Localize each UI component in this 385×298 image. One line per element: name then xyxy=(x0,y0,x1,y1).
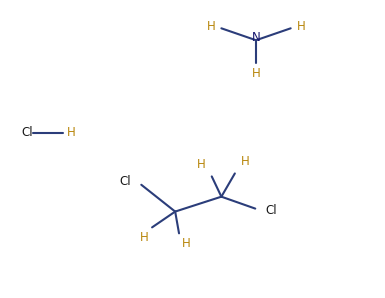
Text: H: H xyxy=(182,237,191,250)
Text: H: H xyxy=(296,20,305,33)
Text: Cl: Cl xyxy=(266,204,277,217)
Text: H: H xyxy=(140,231,149,244)
Text: H: H xyxy=(207,20,216,33)
Text: H: H xyxy=(197,158,206,171)
Text: N: N xyxy=(252,31,260,44)
Text: H: H xyxy=(67,126,76,139)
Text: Cl: Cl xyxy=(119,175,131,188)
Text: H: H xyxy=(252,67,260,80)
Text: H: H xyxy=(241,155,249,168)
Text: Cl: Cl xyxy=(21,126,33,139)
